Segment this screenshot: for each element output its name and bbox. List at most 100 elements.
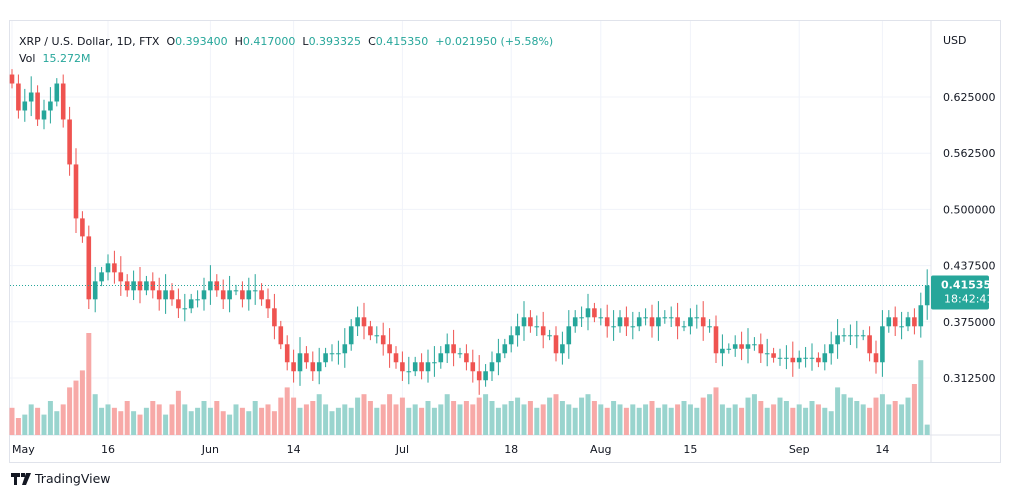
- candle-body: [624, 317, 629, 327]
- candle-body: [393, 353, 399, 363]
- volume-bar: [393, 404, 399, 435]
- volume-bar: [111, 407, 117, 435]
- candle-body: [764, 353, 770, 355]
- candle-body: [700, 317, 706, 327]
- volume-bar: [707, 394, 713, 435]
- x-tick-label: 15: [683, 443, 697, 456]
- volume-bar: [918, 360, 924, 435]
- candle-body: [105, 263, 111, 273]
- volume-bar: [291, 397, 297, 435]
- volume-bar: [713, 387, 719, 435]
- volume-bar: [438, 404, 444, 435]
- last-price-label: 0.415350: [941, 279, 999, 292]
- candle-body: [86, 236, 92, 300]
- volume-bar: [559, 401, 565, 435]
- candle-body: [35, 92, 40, 120]
- candle-body: [892, 317, 898, 327]
- y-tick-label: 0.375000: [943, 316, 996, 329]
- tradingview-logo[interactable]: TradingView: [11, 471, 111, 486]
- candle-body: [265, 299, 271, 309]
- volume-bar: [22, 414, 28, 435]
- volume-bar: [342, 404, 348, 435]
- candle-body: [406, 371, 412, 373]
- candle-body: [444, 344, 450, 354]
- candle-body: [809, 357, 815, 359]
- candle-body: [784, 357, 789, 359]
- candle-body: [118, 272, 124, 282]
- candle-body: [464, 353, 469, 363]
- countdown-label: 18:42:41: [944, 293, 993, 306]
- candle-body: [16, 83, 21, 111]
- volume-bar: [399, 397, 405, 435]
- candle-body: [848, 335, 853, 337]
- candle-body: [726, 348, 732, 350]
- candle-body: [867, 335, 872, 354]
- volume-bar: [572, 407, 578, 435]
- volume-bar: [508, 401, 514, 435]
- volume-bar: [751, 394, 757, 435]
- volume-bar: [924, 424, 930, 435]
- volume-bar: [630, 404, 636, 435]
- candle-body: [924, 285, 930, 306]
- volume-bar: [540, 404, 546, 435]
- candle-body: [195, 299, 200, 301]
- volume-bar: [457, 404, 463, 435]
- candle-body: [246, 290, 252, 300]
- candle-body: [457, 353, 463, 355]
- candle-body: [912, 317, 917, 327]
- volume-bar: [271, 411, 277, 435]
- candle-body: [828, 344, 834, 354]
- candle-body: [48, 101, 53, 111]
- volume-bar: [60, 404, 66, 435]
- candle-body: [412, 362, 418, 372]
- candle-body: [630, 326, 636, 328]
- volume-bar: [495, 407, 501, 435]
- volume-bar: [201, 401, 207, 435]
- candle-body: [156, 290, 162, 300]
- x-tick-label: Jul: [395, 443, 409, 456]
- candle-body: [400, 362, 405, 372]
- candle-body: [713, 326, 719, 354]
- symbol-title: XRP / U.S. Dollar, 1D, FTX: [19, 35, 160, 48]
- volume-bar: [726, 407, 732, 435]
- volume-bar: [822, 407, 828, 435]
- volume-bar: [105, 404, 111, 435]
- candle-body: [611, 326, 616, 328]
- candle-body: [886, 317, 892, 327]
- volume-bar: [854, 401, 860, 435]
- candle-body: [739, 344, 744, 349]
- candle-body: [438, 353, 444, 363]
- volume-bar: [809, 401, 815, 435]
- x-tick-label: 14: [875, 443, 889, 456]
- candle-body: [636, 317, 642, 327]
- candle-body: [240, 290, 245, 300]
- volume-bar: [41, 414, 47, 435]
- volume-bar: [783, 401, 789, 435]
- candle-body: [860, 335, 866, 337]
- volume-bar: [419, 407, 425, 435]
- candle-body: [790, 357, 796, 363]
- x-tick-label: 16: [101, 443, 115, 456]
- candle-body: [873, 353, 879, 363]
- volume-bar: [380, 404, 386, 435]
- candle-body: [208, 281, 213, 291]
- volume-bar: [675, 404, 681, 435]
- candle-body: [572, 317, 578, 327]
- candle-body: [515, 326, 520, 336]
- volume-label: Vol: [19, 52, 36, 65]
- volume-bar: [668, 407, 674, 435]
- candle-body: [425, 362, 431, 372]
- high-value: 0.417000: [242, 35, 296, 48]
- candle-body: [899, 326, 904, 328]
- y-tick-label: 0.500000: [943, 203, 996, 216]
- volume-bar: [815, 404, 821, 435]
- candle-body: [592, 308, 597, 318]
- volume-bar: [867, 407, 873, 435]
- candle-body: [176, 299, 181, 309]
- candle-body: [99, 272, 104, 282]
- candle-body: [528, 317, 533, 327]
- candle-body: [604, 317, 610, 327]
- candle-body: [233, 290, 239, 292]
- brand-name: TradingView: [35, 471, 111, 486]
